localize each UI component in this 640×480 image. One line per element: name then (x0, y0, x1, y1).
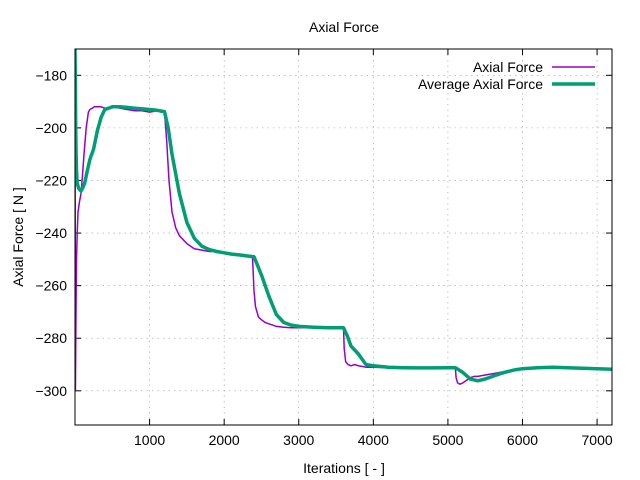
plot-area (75, 49, 612, 392)
y-tick-label: −260 (35, 278, 67, 294)
y-tick-label: −240 (35, 225, 67, 241)
y-axis-title: Axial Force [ N ] (10, 187, 26, 287)
axis-ticks: 1000 2000 3000 4000 5000 6000 7000 −180 −200 −220… (35, 49, 613, 448)
x-tick-label: 6000 (507, 432, 538, 448)
y-tick-label: −200 (35, 120, 67, 136)
y-tick-label: −220 (35, 172, 67, 188)
series-line-average-axial-force (75, 49, 612, 383)
x-tick-label: 4000 (358, 432, 389, 448)
legend: Axial Force Average Axial Force (418, 59, 595, 92)
y-tick-label: −180 (35, 67, 67, 83)
legend-label-average-axial-force: Average Axial Force (418, 76, 543, 92)
y-tick-label: −300 (35, 383, 67, 399)
grid (75, 49, 612, 425)
legend-label-axial-force: Axial Force (473, 59, 543, 75)
x-tick-label: 5000 (432, 432, 463, 448)
x-tick-label: 1000 (134, 432, 165, 448)
chart-title: Axial Force (309, 19, 379, 35)
x-tick-label: 2000 (209, 432, 240, 448)
y-tick-label: −280 (35, 330, 67, 346)
x-tick-label: 3000 (283, 432, 314, 448)
series-line-axial-force (75, 49, 612, 392)
plot-frame (74, 48, 613, 426)
x-axis-title: Iterations [ - ] (303, 460, 385, 476)
x-tick-label: 7000 (582, 432, 613, 448)
